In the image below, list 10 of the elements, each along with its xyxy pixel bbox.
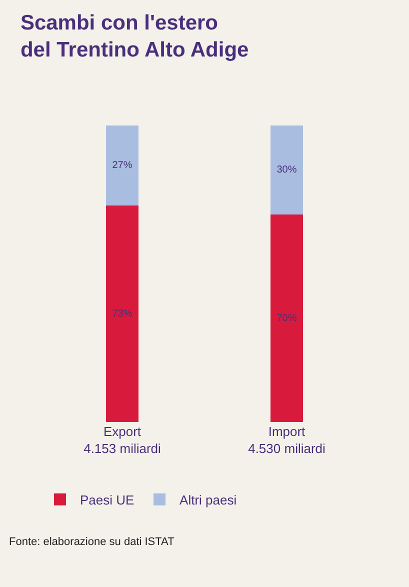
data-label: 70% [276,312,297,324]
legend-label: Altri paesi [180,492,237,508]
source-note: Fonte: elaborazione su dati ISTAT [9,536,175,548]
x-tick-label: Export 4.153 miliardi [84,424,162,456]
x-tick-label: Import 4.530 miliardi [248,424,326,456]
data-label: 30% [276,164,297,176]
legend-label: Paesi UE [80,492,135,508]
chart-title: Scambi con l'estero del Trentino Alto Adige [20,11,249,62]
data-label: 27% [112,160,132,172]
data-label: 73% [112,308,132,320]
